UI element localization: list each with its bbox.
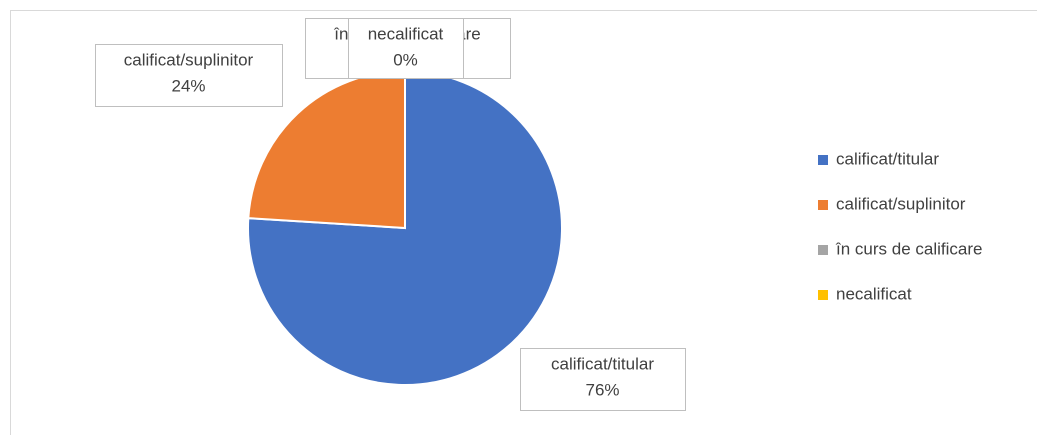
data-label-value: 24% [171,76,205,95]
legend-swatch [818,290,828,300]
data-label-value: 0% [393,50,418,69]
data-label-name: calificat/suplinitor [124,50,254,69]
data-label-box [520,348,686,411]
data-label-value: 76% [585,380,619,399]
legend-label: în curs de calificare [835,239,982,258]
data-label-name: calificat/titular [551,354,654,373]
data-label-name: necalificat [368,24,444,43]
data-label-box [95,44,283,107]
legend-swatch [818,200,828,210]
data-label-box [348,18,464,79]
legend-label: calificat/suplinitor [836,194,966,213]
legend-label: necalificat [836,284,912,303]
legend-swatch [818,245,828,255]
legend-label: calificat/titular [836,149,939,168]
pie-slice [247,69,563,386]
legend-swatch [818,155,828,165]
